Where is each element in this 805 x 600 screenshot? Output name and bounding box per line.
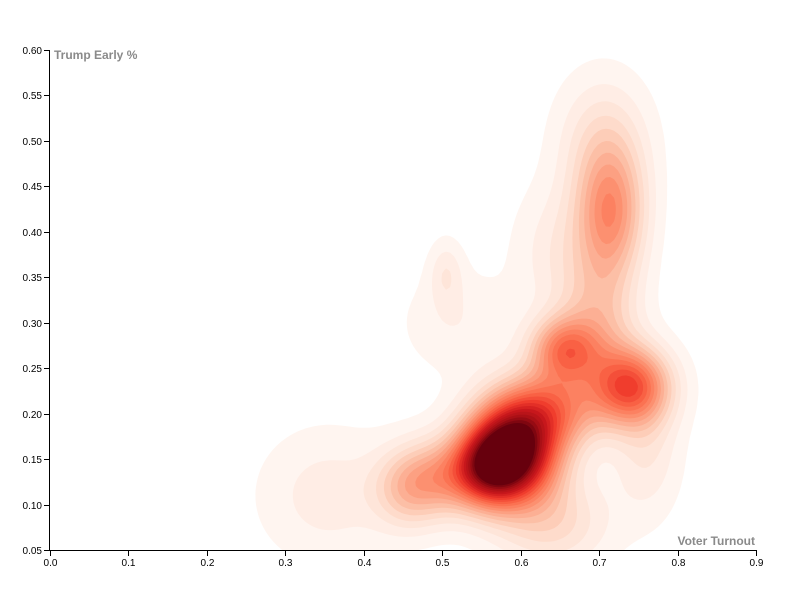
y-tick-label-1: 0.10 [23, 501, 43, 512]
y-tick-label-11: 0.60 [23, 46, 43, 57]
y-tick-label-7: 0.40 [23, 228, 43, 239]
axes: 0.0 0.1 0.2 0.3 0.4 0.5 0.6 0.7 0.8 0.9 0.05 0.10 0.… [23, 46, 764, 569]
x-tick-label-7: 0.7 [593, 558, 607, 569]
y-tick-label-6: 0.35 [23, 273, 43, 284]
y-tick-label-3: 0.20 [23, 410, 43, 421]
x-tick-label-2: 0.2 [201, 558, 215, 569]
density-band-21 [474, 423, 535, 486]
density-contours [255, 58, 699, 550]
y-axis-title: Trump Early % [54, 48, 138, 62]
x-tick-label-5: 0.5 [436, 558, 450, 569]
y-tick-label-8: 0.45 [23, 182, 43, 193]
y-tick-label-9: 0.50 [23, 137, 43, 148]
y-tick-label-2: 0.15 [23, 455, 43, 466]
x-tick-label-8: 0.8 [672, 558, 686, 569]
y-tick-label-10: 0.55 [23, 91, 43, 102]
x-tick-label-6: 0.6 [515, 558, 529, 569]
x-axis-title: Voter Turnout [677, 534, 755, 548]
y-tick-label-4: 0.25 [23, 364, 43, 375]
x-tick-label-9: 0.9 [750, 558, 764, 569]
y-tick-label-5: 0.30 [23, 319, 43, 330]
x-tick-label-0: 0.0 [44, 558, 58, 569]
x-tick-label-3: 0.3 [279, 558, 293, 569]
y-tick-label-0: 0.05 [23, 546, 43, 557]
x-tick-label-1: 0.1 [122, 558, 136, 569]
x-tick-label-4: 0.4 [358, 558, 372, 569]
